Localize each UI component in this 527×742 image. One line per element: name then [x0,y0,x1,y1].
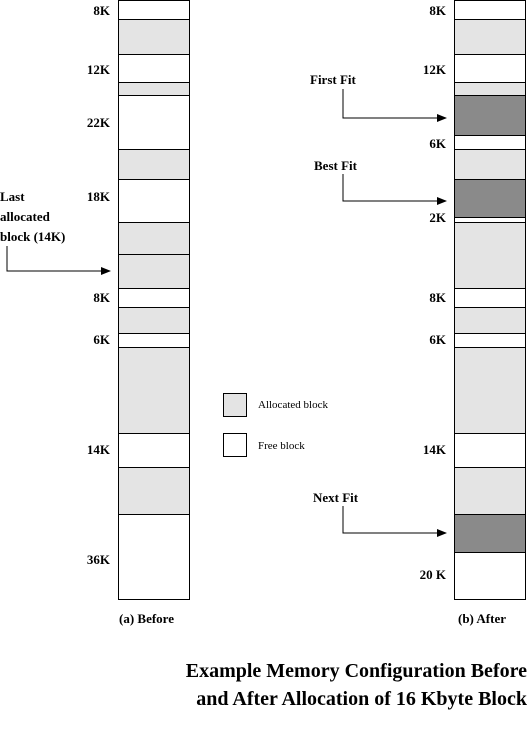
before-free-block-22k [118,95,190,150]
figure-title-line1: Example Memory Configuration Before [185,660,527,682]
after-size-label: 6K [429,136,446,151]
before-size-label: 36K [86,552,110,567]
before-size-label: 18K [86,189,110,204]
after-allocated-block [454,222,526,289]
after-free-block-20k [454,552,526,600]
after-size-label: 8K [429,290,446,305]
best-fit-label: Best Fit [314,158,357,173]
before-size-label: 22K [86,115,110,130]
figure-title-line2: and After Allocation of 16 Kbyte Block [196,688,527,710]
before-allocated-block [118,19,190,55]
before-size-label: 8K [93,290,110,305]
last-allocated-label-line2: allocated [0,209,50,224]
last-allocated-arrow [6,246,111,275]
legend-allocated-label: Allocated block [258,399,328,411]
before-size-label: 12K [86,62,110,77]
after-size-label: 12K [422,62,446,77]
before-size-label: 6K [93,332,110,347]
first-fit-label: First Fit [310,72,356,87]
after-allocated-block [454,307,526,334]
before-free-block-18k [118,179,190,223]
after-first-fit-block [454,95,526,136]
after-size-label: 6K [429,332,446,347]
next-fit-arrow [342,506,447,537]
after-free-block-12k [454,54,526,83]
after-best-fit-block [454,179,526,218]
first-fit-arrow [342,89,447,122]
legend-free-label: Free block [258,440,305,452]
after-caption: (b) After [458,611,507,626]
before-caption: (a) Before [119,611,174,626]
after-size-label: 14K [422,442,446,457]
best-fit-arrow [342,174,447,205]
legend-allocated-swatch [223,393,247,417]
after-size-label: 20 K [419,567,446,582]
before-free-block-36k [118,514,190,600]
before-size-label: 14K [86,442,110,457]
legend-free-swatch [223,433,247,457]
after-size-label: 8K [429,3,446,18]
before-allocated-block [118,222,190,255]
after-allocated-block [454,347,526,434]
last-allocated-label-line3: block (14K) [0,229,66,244]
before-size-label: 8K [93,3,110,18]
before-free-block-14k [118,433,190,468]
last-allocated-label-line1: Last [0,189,25,204]
before-allocated-block [118,467,190,515]
next-fit-label: Next Fit [313,490,359,505]
after-size-label: 2K [429,210,446,225]
after-allocated-block [454,149,526,180]
